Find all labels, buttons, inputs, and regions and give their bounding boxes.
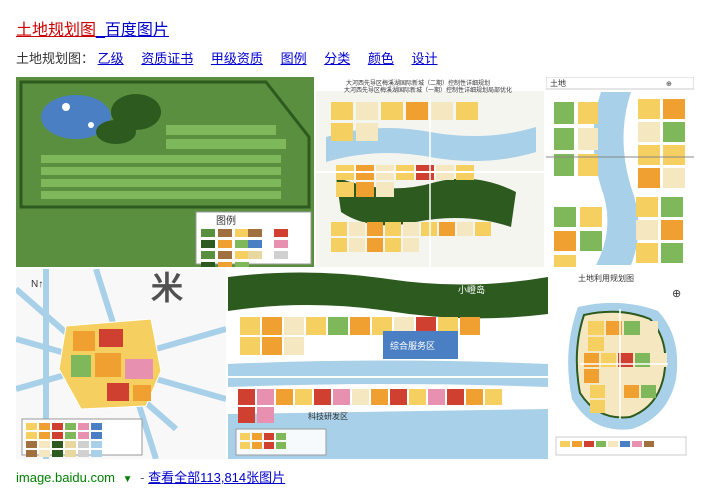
image-thumb[interactable]: 图例 bbox=[16, 77, 314, 267]
svg-text:土地利用规划图: 土地利用规划图 bbox=[578, 273, 634, 283]
dropdown-icon[interactable]: ▼ bbox=[123, 474, 133, 485]
result-title[interactable]: 土地规划图_百度图片 bbox=[16, 16, 694, 40]
svg-text:图例: 图例 bbox=[216, 214, 236, 227]
result-footer: image.baidu.com ▼ - 查看全部113,814张图片 bbox=[16, 467, 694, 486]
filter-bar: 土地规划图： 乙级 资质证书 甲级资质 图例 分类 颜色 设计 bbox=[16, 48, 694, 67]
source-url: image.baidu.com bbox=[16, 470, 115, 485]
filter-link[interactable]: 乙级 bbox=[98, 51, 124, 66]
svg-text:综合服务区: 综合服务区 bbox=[390, 340, 435, 351]
svg-text:小嶝岛: 小嶝岛 bbox=[458, 284, 485, 295]
filter-link[interactable]: 图例 bbox=[281, 51, 307, 66]
dash: - bbox=[140, 470, 148, 485]
filter-link[interactable]: 甲级资质 bbox=[211, 51, 263, 66]
svg-text:土地: 土地 bbox=[550, 78, 566, 88]
view-all-link[interactable]: 查看全部113,814张图片 bbox=[148, 470, 285, 485]
image-thumb[interactable]: 土地利用规划图 ⊕ bbox=[550, 269, 694, 459]
svg-text:米: 米 bbox=[151, 270, 183, 306]
title-emphasis: 土地规划图 bbox=[16, 22, 96, 39]
title-rest: _百度图片 bbox=[96, 22, 169, 39]
svg-text:N↑: N↑ bbox=[31, 279, 43, 290]
filter-link[interactable]: 颜色 bbox=[368, 51, 394, 66]
image-thumb[interactable]: 大河西先导区梅溪湖国际新城（二期）控制性详细规划 大河西先导区梅溪湖国际新城（一… bbox=[316, 77, 544, 267]
filter-link[interactable]: 资质证书 bbox=[141, 51, 193, 66]
svg-text:⊕: ⊕ bbox=[672, 288, 681, 300]
svg-text:⊕: ⊕ bbox=[666, 81, 672, 88]
filter-link[interactable]: 设计 bbox=[411, 51, 437, 66]
svg-text:大河西先导区梅溪湖国际新城（二期）控制性详细规划: 大河西先导区梅溪湖国际新城（二期）控制性详细规划 bbox=[346, 79, 490, 87]
filter-label: 土地规划图： bbox=[16, 51, 94, 66]
image-thumb[interactable]: 土地 ⊕ bbox=[546, 77, 694, 267]
image-thumb[interactable]: 小嶝岛 综合服务区 科技研发区 bbox=[228, 269, 548, 459]
filter-link[interactable]: 分类 bbox=[324, 51, 350, 66]
svg-text:大河西先导区梅溪湖国际新城（一期）控制性详细规划局部优化: 大河西先导区梅溪湖国际新城（一期）控制性详细规划局部优化 bbox=[344, 86, 512, 94]
image-grid: 图例 大河西先导区梅溪湖国际新城（二期）控制性详细规划 大河西先导区梅溪湖国际新… bbox=[16, 77, 694, 459]
image-thumb[interactable]: 米 N↑ bbox=[16, 269, 226, 459]
svg-text:科技研发区: 科技研发区 bbox=[308, 411, 348, 421]
